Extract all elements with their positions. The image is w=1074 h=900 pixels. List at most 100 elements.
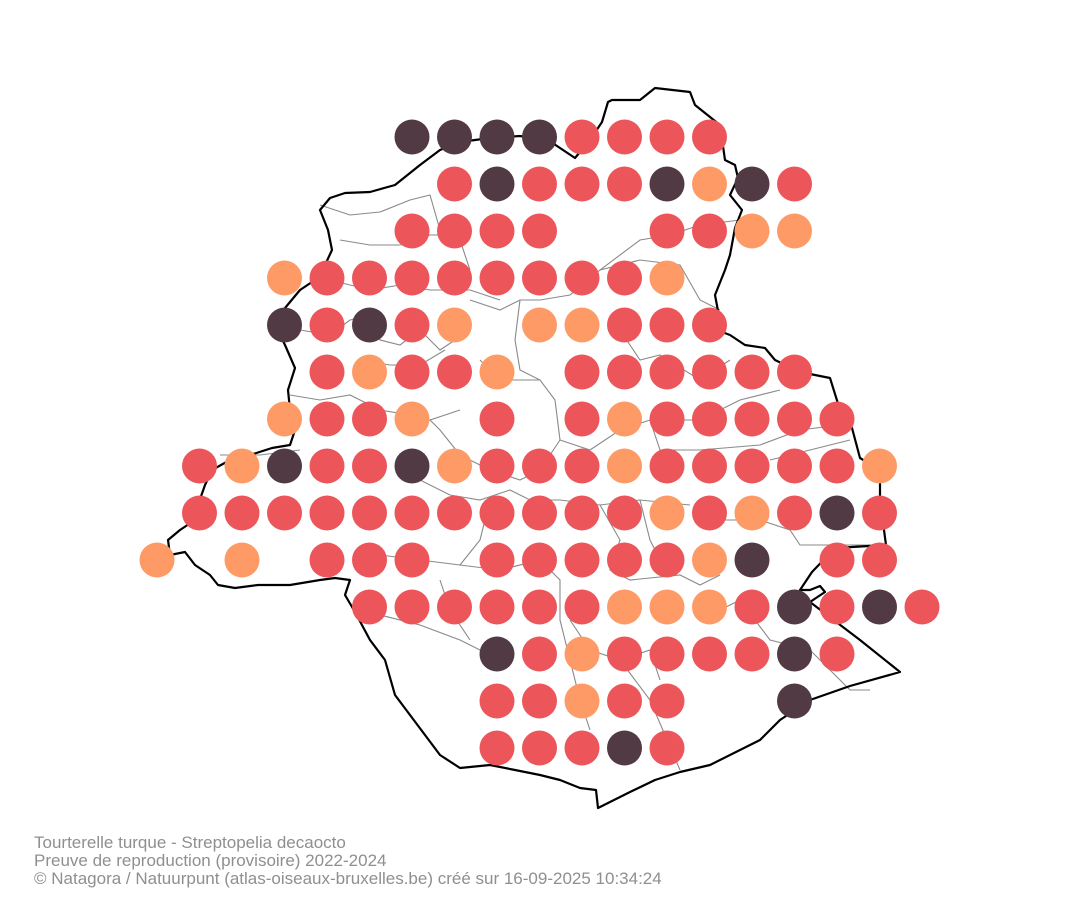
- grid-dot-probable: [819, 636, 855, 672]
- grid-dot-probable: [564, 495, 600, 531]
- grid-dot-probable: [777, 166, 812, 202]
- breeding-map: [139, 86, 940, 810]
- grid-dot-possible: [267, 401, 302, 437]
- grid-dot-probable: [352, 542, 387, 578]
- grid-dot-probable: [734, 448, 770, 484]
- grid-dot-probable: [522, 260, 557, 296]
- grid-dot-probable: [564, 401, 600, 437]
- grid-dot-certain: [479, 119, 515, 155]
- grid-dot-probable: [777, 401, 812, 437]
- grid-dot-certain: [352, 307, 387, 343]
- grid-dot-probable: [649, 636, 685, 672]
- grid-dot-possible: [649, 260, 685, 296]
- grid-dot-probable: [479, 213, 515, 249]
- region-border: [166, 86, 902, 810]
- grid-dot-probable: [479, 542, 515, 578]
- grid-dot-probable: [182, 448, 217, 484]
- grid-dot-probable: [607, 119, 642, 155]
- grid-dot-probable: [394, 495, 430, 531]
- grid-dot-probable: [564, 448, 600, 484]
- grid-dot-possible: [394, 401, 430, 437]
- grid-dot-probable: [479, 495, 515, 531]
- grid-dot-certain: [479, 166, 515, 202]
- grid-dot-certain: [522, 119, 557, 155]
- grid-dot-probable: [479, 448, 515, 484]
- grid-dot-probable: [564, 260, 600, 296]
- grid-dot-probable: [649, 542, 685, 578]
- grid-dot-possible: [224, 448, 260, 484]
- grid-dot-probable: [522, 166, 557, 202]
- grid-dot-probable: [607, 307, 642, 343]
- grid-dot-probable: [819, 542, 855, 578]
- grid-dot-certain: [734, 166, 770, 202]
- grid-dot-probable: [564, 730, 600, 766]
- grid-dot-probable: [692, 354, 727, 390]
- grid-dot-certain: [479, 636, 515, 672]
- grid-dot-possible: [607, 448, 642, 484]
- grid-dot-probable: [862, 495, 897, 531]
- grid-dot-probable: [819, 448, 855, 484]
- grid-dot-probable: [522, 213, 557, 249]
- map-title: Tourterelle turque - Streptopelia decaoc…: [34, 833, 346, 852]
- grid-dot-possible: [437, 307, 472, 343]
- grid-dot-probable: [607, 354, 642, 390]
- grid-dot-possible: [692, 589, 727, 625]
- grid-dot-possible: [734, 213, 770, 249]
- grid-dot-probable: [819, 401, 855, 437]
- grid-dot-probable: [267, 495, 302, 531]
- grid-dot-probable: [904, 589, 940, 625]
- grid-dot-probable: [479, 589, 515, 625]
- grid-dot-probable: [309, 448, 345, 484]
- grid-dot-probable: [309, 495, 345, 531]
- grid-dot-possible: [479, 354, 515, 390]
- grid-dot-possible: [649, 589, 685, 625]
- grid-dot-probable: [564, 166, 600, 202]
- grid-dot-probable: [649, 683, 685, 719]
- grid-dot-probable: [692, 495, 727, 531]
- grid-dot-probable: [564, 542, 600, 578]
- grid-dot-probable: [182, 495, 217, 531]
- grid-dot-probable: [479, 683, 515, 719]
- grid-dot-certain: [734, 542, 770, 578]
- grid-dot-probable: [352, 495, 387, 531]
- grid-dot-probable: [522, 683, 557, 719]
- grid-dot-probable: [564, 589, 600, 625]
- grid-dot-possible: [522, 307, 557, 343]
- grid-dot-probable: [607, 683, 642, 719]
- grid-dot-possible: [224, 542, 260, 578]
- grid-dot-probable: [692, 401, 727, 437]
- grid-dot-probable: [692, 119, 727, 155]
- grid-dot-probable: [649, 354, 685, 390]
- grid-dot-possible: [734, 495, 770, 531]
- grid-dot-certain: [394, 448, 430, 484]
- grid-dot-probable: [649, 401, 685, 437]
- grid-dot-probable: [862, 542, 897, 578]
- grid-dot-possible: [267, 260, 302, 296]
- grid-dot-probable: [352, 589, 387, 625]
- grid-dot-probable: [224, 495, 260, 531]
- grid-dot-probable: [394, 260, 430, 296]
- grid-dot-possible: [564, 307, 600, 343]
- grid-dot-probable: [479, 401, 515, 437]
- grid-dot-probable: [777, 354, 812, 390]
- grid-dot-certain: [267, 448, 302, 484]
- grid-dot-certain: [394, 119, 430, 155]
- grid-dot-probable: [649, 730, 685, 766]
- grid-dot-probable: [309, 542, 345, 578]
- grid-dot-possible: [777, 213, 812, 249]
- grid-dot-possible: [692, 542, 727, 578]
- grid-dot-probable: [309, 401, 345, 437]
- grid-dot-possible: [564, 636, 600, 672]
- grid-dot-possible: [607, 589, 642, 625]
- grid-dot-certain: [649, 166, 685, 202]
- grid-dot-probable: [522, 730, 557, 766]
- grid-dot-probable: [522, 542, 557, 578]
- grid-dot-certain: [777, 636, 812, 672]
- grid-dot-certain: [777, 683, 812, 719]
- grid-dot-probable: [309, 307, 345, 343]
- grid-dot-certain: [607, 730, 642, 766]
- grid-dot-probable: [692, 636, 727, 672]
- grid-dot-probable: [564, 354, 600, 390]
- grid-dot-probable: [692, 213, 727, 249]
- grid-dot-probable: [479, 730, 515, 766]
